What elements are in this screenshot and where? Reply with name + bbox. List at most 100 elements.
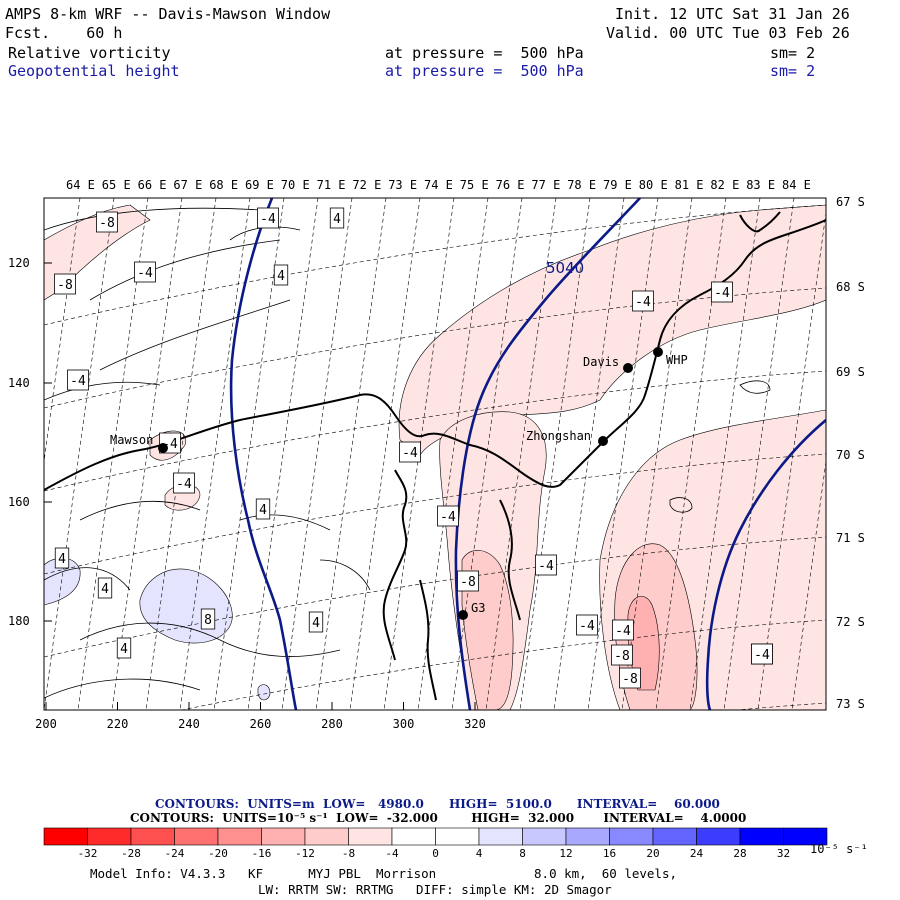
colorbar-swatch xyxy=(87,827,132,846)
station-label-whp: WHP xyxy=(666,353,688,367)
colorbar-swatch xyxy=(174,827,219,846)
colorbar-swatch xyxy=(565,827,610,846)
svg-text:-8: -8 xyxy=(614,649,630,664)
vorticity-value-label: -4 xyxy=(535,554,557,576)
svg-text:-4: -4 xyxy=(70,374,86,389)
height-contour-label: 5040 xyxy=(546,259,584,277)
colorbar xyxy=(43,827,828,846)
station-label-mawson: Mawson xyxy=(110,433,153,447)
field1-smoothing: sm= 2 xyxy=(770,44,816,62)
colorbar-tick-label: 24 xyxy=(690,847,704,860)
station-label-g3: G3 xyxy=(471,601,485,615)
colorbar-swatch xyxy=(783,827,828,846)
vorticity-value-label: 4 xyxy=(97,577,113,599)
svg-text:-8: -8 xyxy=(460,575,476,590)
longitude-label: 78 E xyxy=(567,178,596,192)
colorbar-swatch xyxy=(130,827,175,846)
colorbar-tick-label: 12 xyxy=(559,847,572,860)
y-tick-label: 180 xyxy=(8,614,30,628)
colorbar-tick-label: -16 xyxy=(252,847,272,860)
station-marker-davis[interactable] xyxy=(623,363,633,373)
svg-text:-4: -4 xyxy=(538,559,554,574)
svg-text:-4: -4 xyxy=(137,266,153,281)
y-tick-label: 140 xyxy=(8,376,30,390)
colorbar-tick-label: -28 xyxy=(121,847,141,860)
vorticity-shading xyxy=(44,204,826,710)
longitude-label: 65 E xyxy=(102,178,131,192)
vorticity-value-label: -4 xyxy=(437,505,459,527)
longitude-label: 66 E xyxy=(138,178,167,192)
longitude-label: 69 E xyxy=(245,178,274,192)
vorticity-value-label: -8 xyxy=(457,570,479,592)
longitude-label: 72 E xyxy=(352,178,381,192)
map-plot-area: -8 -8 -4 -4 -4 -4 -4 4 4 4 4 4 4 8 -4 -4 -4 -4 -4 -4 -4 -8 -8 -… xyxy=(44,198,826,710)
colorbar-swatch xyxy=(739,827,784,846)
vorticity-value-label: -4 xyxy=(576,614,598,636)
svg-text:-4: -4 xyxy=(754,648,770,663)
geopotential-height-contours xyxy=(229,198,826,710)
colorbar-swatch xyxy=(609,827,654,846)
svg-text:-4: -4 xyxy=(176,477,192,492)
colorbar-tick-label: -24 xyxy=(165,847,185,860)
svg-text:-4: -4 xyxy=(402,446,418,461)
colorbar-swatch xyxy=(435,827,480,846)
vorticity-value-label: -4 xyxy=(257,207,279,229)
colorbar-tick-label: 8 xyxy=(519,847,526,860)
vorticity-value-label: 8 xyxy=(200,608,216,630)
colorbar-tick-label: -8 xyxy=(342,847,355,860)
svg-text:-4: -4 xyxy=(440,510,456,525)
vorticity-labels: -8 -8 -4 -4 -4 -4 -4 4 4 4 4 4 4 8 -4 -4 -4 -4 -4 -4 -4 -8 -8 -… xyxy=(54,207,773,689)
valid-time: Valid. 00 UTC Tue 03 Feb 26 xyxy=(606,24,850,42)
station-marker-whp[interactable] xyxy=(653,347,663,357)
colorbar-swatch xyxy=(391,827,436,846)
svg-text:4: 4 xyxy=(312,616,320,631)
colorbar-labels: -32 -28 -24 -20 -16 -12 -8 -4 0 4 8 12 16 20 24 28 32 xyxy=(78,847,791,860)
svg-text:-4: -4 xyxy=(579,619,595,634)
colorbar-tick-label: 4 xyxy=(476,847,483,860)
svg-text:8: 8 xyxy=(204,613,212,628)
svg-text:4: 4 xyxy=(58,552,66,567)
colorbar-swatch xyxy=(522,827,567,846)
station-marker-g3[interactable] xyxy=(458,610,468,620)
colorbar-tick-label: -12 xyxy=(295,847,315,860)
station-marker-zhongshan[interactable] xyxy=(598,436,608,446)
latitude-label: 72 S xyxy=(836,615,865,629)
svg-text:4: 4 xyxy=(259,503,267,518)
svg-text:-4: -4 xyxy=(635,295,651,310)
x-tick-label: 320 xyxy=(464,717,486,731)
colorbar-unit: 10⁻⁵ s⁻¹ xyxy=(810,842,868,856)
colorbar-tick-label: 32 xyxy=(777,847,790,860)
y-axis-ticks: 120 140 160 180 xyxy=(8,256,52,628)
stations: Mawson Davis WHP Zhongshan G3 xyxy=(110,347,688,620)
model-info-line1: Model Info: V4.3.3 KF MYJ PBL Morrison 8… xyxy=(90,866,677,881)
station-label-davis: Davis xyxy=(583,355,619,369)
colorbar-swatch xyxy=(652,827,697,846)
longitude-label: 64 E xyxy=(66,178,95,192)
colorbar-tick-label: -32 xyxy=(78,847,98,860)
field1-name: Relative vorticity xyxy=(8,44,171,62)
vorticity-value-label: -4 xyxy=(632,290,654,312)
vorticity-value-label: -4 xyxy=(134,261,156,283)
svg-text:-4: -4 xyxy=(714,286,730,301)
colorbar-swatch xyxy=(43,827,88,846)
vorticity-value-label: -8 xyxy=(611,644,633,666)
svg-text:-8: -8 xyxy=(99,216,115,231)
colorbar-swatch xyxy=(478,827,523,846)
x-tick-label: 240 xyxy=(178,717,200,731)
forecast-hour: Fcst. 60 h xyxy=(5,24,123,42)
longitude-label: 76 E xyxy=(496,178,525,192)
init-time: Init. 12 UTC Sat 31 Jan 26 xyxy=(615,5,850,23)
station-marker-mawson[interactable] xyxy=(158,443,168,453)
latitude-label: 68 S xyxy=(836,280,865,294)
svg-text:4: 4 xyxy=(333,212,341,227)
vorticity-value-label: 4 xyxy=(308,611,324,633)
field2-level: at pressure = 500 hPa xyxy=(385,62,584,80)
colorbar-tick-label: -4 xyxy=(385,847,399,860)
field2-name: Geopotential height xyxy=(8,62,180,80)
x-axis-ticks: 200 220 240 260 280 300 320 xyxy=(35,702,486,731)
longitude-label: 77 E xyxy=(531,178,560,192)
x-tick-label: 260 xyxy=(250,717,272,731)
latitude-label: 71 S xyxy=(836,531,865,545)
negative-vorticity-area xyxy=(398,204,826,456)
colorbar-swatch xyxy=(304,827,349,846)
